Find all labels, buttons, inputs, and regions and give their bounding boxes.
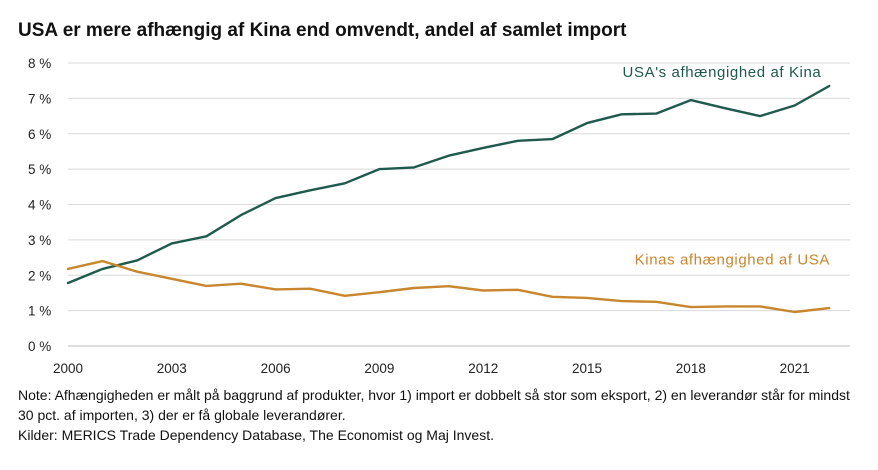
line-chart: 0 % 1 % 2 % 3 % 4 % 5 % 6 % 7 % 8 % 2000 2003 2006… [28,56,850,376]
y-tick-label: 7 % [28,91,51,106]
x-axis-tick-labels: 2000 2003 2006 2009 2012 2015 2018 2021 [53,361,810,376]
y-tick-label: 0 % [28,339,51,354]
y-axis-tick-labels: 0 % 1 % 2 % 3 % 4 % 5 % 6 % 7 % 8 % [28,56,51,354]
x-tick-label: 2015 [572,361,602,376]
gridlines [68,62,850,347]
x-tick-label: 2012 [468,361,498,376]
y-tick-label: 4 % [28,198,51,213]
source-text: Kilder: MERICS Trade Dependency Database… [18,427,494,443]
x-tick-label: 2009 [364,361,394,376]
usa-series-label: USA's afhængighed af Kina [623,64,822,81]
y-tick-label: 8 % [28,56,51,71]
y-tick-label: 6 % [28,127,51,142]
x-tick-label: 2021 [780,361,810,376]
x-tick-label: 2003 [157,361,187,376]
y-tick-label: 1 % [28,304,51,319]
x-tick-label: 2006 [261,361,291,376]
usa-dependency-line [66,84,831,285]
china-dependency-line [66,259,831,314]
y-tick-label: 3 % [28,233,51,248]
china-series-label: Kinas afhængighed af USA [635,252,830,269]
data-series [66,84,831,314]
series-annotations: USA's afhængighed af Kina Kinas afhængigh… [623,64,830,268]
chart-title: USA er mere afhængig af Kina end omvendt… [18,20,627,41]
x-tick-label: 2000 [53,361,83,376]
x-tick-label: 2018 [676,361,706,376]
y-tick-label: 2 % [28,268,51,283]
footnotes: Note: Afhængigheden er målt på baggrund … [18,385,863,445]
note-text: Note: Afhængigheden er målt på baggrund … [18,387,850,423]
y-tick-label: 5 % [28,162,51,177]
